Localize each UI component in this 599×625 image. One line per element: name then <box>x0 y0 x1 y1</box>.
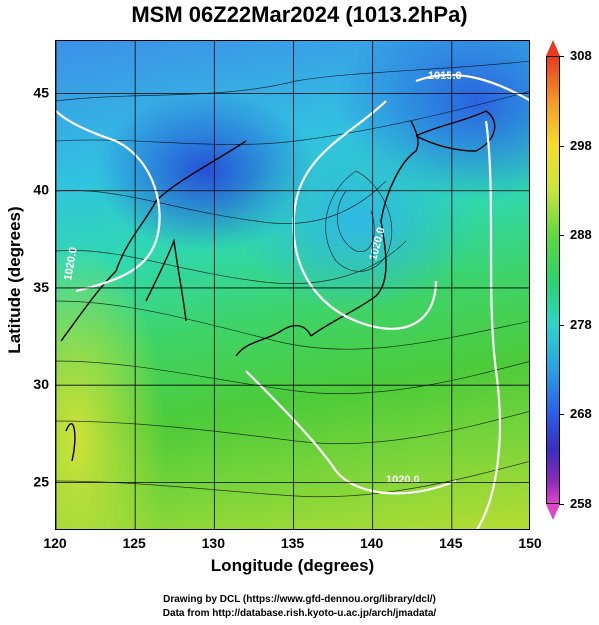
lat-tick-label: 35 <box>33 279 49 295</box>
lat-tick-label: 45 <box>33 85 49 101</box>
map-overlay: 1015.0 1020.0 1020.0 1020.0 <box>56 41 529 529</box>
lon-tick-label: 125 <box>122 535 146 551</box>
isobars <box>56 73 529 529</box>
colorbar-tick-mark <box>559 504 564 505</box>
colorbar-top-triangle <box>546 40 560 56</box>
lon-tick-label: 120 <box>43 535 67 551</box>
colorbar-tick-mark <box>559 414 564 416</box>
map-plot-area[interactable]: 1015.0 1020.0 1020.0 1020.0 <box>55 40 530 530</box>
colorbar-tick-mark <box>559 235 564 237</box>
lat-tick-label: 40 <box>33 182 49 198</box>
coastlines <box>60 110 496 462</box>
colorbar-bottom-triangle <box>546 504 560 520</box>
hokkaido-coast <box>415 110 496 152</box>
wind-streamlines <box>56 60 529 498</box>
lon-tick-label: 150 <box>518 535 542 551</box>
isobar-label-1015: 1015.0 <box>428 70 462 82</box>
lat-tick-label: 30 <box>33 376 49 392</box>
lon-tick-label: 135 <box>281 535 305 551</box>
chart-title: MSM 06Z22Mar2024 (1013.2hPa) <box>131 2 468 27</box>
japan-kyushu-coast <box>235 324 312 357</box>
china-coast <box>60 140 247 342</box>
y-axis-label: Latitude (degrees) <box>5 206 24 354</box>
colorbar-tick-label: 278 <box>570 316 592 332</box>
x-axis-label: Longitude (degrees) <box>210 556 375 575</box>
colorbar <box>546 56 560 504</box>
isobar-label-1020-b: 1020.0 <box>62 246 80 281</box>
colorbar-tick-mark <box>559 324 564 326</box>
colorbar-tick-mark <box>559 56 564 57</box>
colorbar-tick-label: 258 <box>570 496 592 511</box>
colorbar-tick-label: 298 <box>570 137 592 153</box>
japan-honshu-coast <box>310 120 419 337</box>
colorbar-tick-label: 288 <box>570 227 592 243</box>
korea-coast <box>145 238 187 322</box>
colorbar-tick-label: 308 <box>570 48 592 63</box>
lon-tick-label: 145 <box>439 535 463 551</box>
colorbar-tick-mark <box>559 145 564 147</box>
lat-tick-label: 25 <box>33 473 49 489</box>
lat-lon-grid <box>56 41 529 529</box>
colorbar-tick-label: 268 <box>570 406 592 422</box>
isobar-label-1020-c: 1020.0 <box>386 474 420 486</box>
lon-tick-label: 130 <box>202 535 226 551</box>
credit-drawing: Drawing by DCL (https://www.gfd-dennou.o… <box>163 594 436 605</box>
lon-tick-label: 140 <box>360 535 384 551</box>
credit-data: Data from http://database.rish.kyoto-u.a… <box>162 608 437 619</box>
isobar-labels: 1015.0 1020.0 1020.0 1020.0 <box>62 70 462 486</box>
taiwan-coast <box>65 423 76 462</box>
